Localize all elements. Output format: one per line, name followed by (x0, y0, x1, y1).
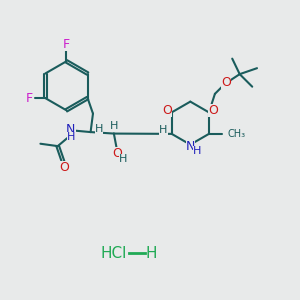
Text: N: N (186, 140, 195, 153)
Text: H: H (95, 124, 103, 134)
Text: H: H (67, 132, 75, 142)
Text: H: H (110, 121, 119, 131)
Text: H: H (146, 245, 157, 260)
Text: F: F (63, 38, 70, 51)
Text: O: O (112, 147, 122, 161)
Text: O: O (221, 76, 231, 89)
Text: H: H (193, 146, 201, 156)
Text: HCl: HCl (101, 245, 128, 260)
Text: H: H (159, 125, 167, 135)
Text: N: N (66, 123, 76, 136)
Text: F: F (26, 92, 33, 104)
Text: O: O (208, 104, 218, 117)
Text: O: O (59, 160, 69, 173)
Text: O: O (162, 104, 172, 117)
Text: H: H (119, 154, 128, 164)
Text: CH₃: CH₃ (228, 129, 246, 139)
